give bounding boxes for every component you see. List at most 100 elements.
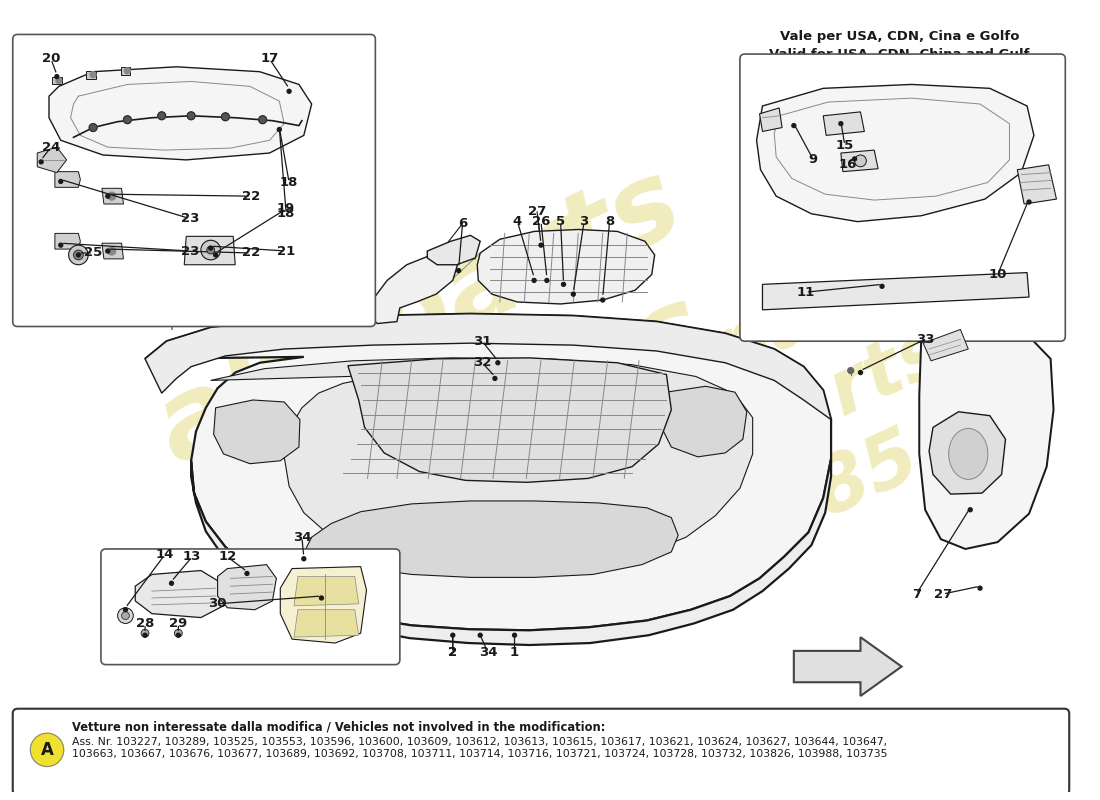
- Text: 28: 28: [136, 617, 154, 630]
- Text: alfaparts
forparts
1985: alfaparts forparts 1985: [557, 226, 1012, 613]
- Circle shape: [68, 245, 88, 265]
- Text: 19: 19: [277, 202, 295, 215]
- Circle shape: [108, 192, 115, 200]
- Circle shape: [40, 160, 43, 164]
- Circle shape: [319, 596, 323, 600]
- Circle shape: [213, 253, 218, 257]
- Text: 17: 17: [261, 53, 278, 66]
- Polygon shape: [55, 234, 80, 249]
- Circle shape: [90, 72, 96, 78]
- Circle shape: [978, 586, 982, 590]
- Circle shape: [58, 179, 63, 183]
- Circle shape: [544, 278, 549, 282]
- Circle shape: [287, 90, 292, 94]
- Text: 7: 7: [912, 587, 921, 601]
- Bar: [86, 70, 96, 78]
- Text: 3: 3: [580, 215, 588, 228]
- Circle shape: [123, 608, 128, 612]
- Polygon shape: [757, 85, 1034, 222]
- Circle shape: [855, 155, 867, 166]
- Circle shape: [176, 634, 180, 637]
- FancyBboxPatch shape: [740, 54, 1065, 341]
- Circle shape: [209, 246, 212, 250]
- Polygon shape: [762, 273, 1028, 310]
- Text: 11: 11: [796, 286, 815, 298]
- Polygon shape: [930, 412, 1005, 494]
- Text: 14: 14: [155, 548, 174, 562]
- Circle shape: [31, 734, 64, 766]
- Circle shape: [451, 634, 454, 637]
- Circle shape: [58, 243, 63, 247]
- Polygon shape: [218, 565, 276, 610]
- Text: 29: 29: [169, 617, 187, 630]
- Circle shape: [207, 246, 215, 254]
- FancyBboxPatch shape: [101, 549, 400, 665]
- Text: 8: 8: [605, 215, 614, 228]
- Circle shape: [124, 68, 130, 74]
- Polygon shape: [920, 323, 1054, 549]
- Circle shape: [141, 630, 149, 637]
- Text: alfaparts
forparts
1985: alfaparts forparts 1985: [140, 150, 802, 710]
- Circle shape: [532, 278, 536, 282]
- Circle shape: [169, 582, 174, 586]
- Circle shape: [852, 157, 857, 161]
- Circle shape: [258, 116, 266, 124]
- Text: 2: 2: [448, 646, 458, 659]
- Bar: [52, 77, 62, 85]
- Text: 13: 13: [183, 550, 201, 563]
- Circle shape: [56, 78, 62, 83]
- Circle shape: [968, 508, 972, 512]
- Text: 9: 9: [808, 154, 818, 166]
- Polygon shape: [191, 459, 832, 645]
- Circle shape: [187, 112, 195, 120]
- Polygon shape: [794, 637, 902, 696]
- Polygon shape: [759, 108, 782, 131]
- Polygon shape: [145, 314, 832, 630]
- Text: 26: 26: [531, 215, 550, 228]
- Circle shape: [858, 370, 862, 374]
- Circle shape: [1027, 200, 1031, 204]
- Polygon shape: [427, 235, 481, 265]
- Circle shape: [221, 113, 229, 121]
- Circle shape: [848, 368, 854, 374]
- Text: 4: 4: [513, 215, 522, 228]
- Polygon shape: [661, 386, 747, 457]
- Circle shape: [456, 269, 461, 273]
- Circle shape: [571, 292, 575, 296]
- Text: 22: 22: [242, 246, 260, 259]
- Text: 34: 34: [478, 646, 497, 659]
- Circle shape: [792, 124, 795, 127]
- Polygon shape: [367, 253, 459, 323]
- Circle shape: [601, 298, 605, 302]
- Text: 32: 32: [473, 356, 492, 370]
- Text: 2: 2: [448, 646, 458, 659]
- Circle shape: [880, 284, 884, 288]
- Bar: [121, 66, 130, 74]
- Text: 16: 16: [838, 158, 857, 171]
- Text: 10: 10: [989, 268, 1006, 281]
- Polygon shape: [348, 358, 671, 482]
- FancyBboxPatch shape: [13, 34, 375, 326]
- Text: 33: 33: [916, 333, 934, 346]
- Circle shape: [245, 571, 249, 575]
- Circle shape: [175, 630, 183, 637]
- Circle shape: [157, 112, 166, 120]
- Text: 24: 24: [42, 141, 60, 154]
- Polygon shape: [304, 501, 679, 578]
- Text: 25: 25: [84, 246, 102, 259]
- Text: 103663, 103667, 103676, 103677, 103689, 103692, 103708, 103711, 103714, 103716, : 103663, 103667, 103676, 103677, 103689, …: [72, 749, 887, 759]
- Circle shape: [118, 608, 133, 623]
- Circle shape: [106, 194, 110, 198]
- Text: 18: 18: [279, 176, 298, 189]
- Polygon shape: [294, 577, 359, 606]
- Polygon shape: [840, 150, 878, 172]
- Circle shape: [478, 634, 482, 637]
- Polygon shape: [102, 243, 123, 259]
- Text: 1: 1: [510, 646, 519, 659]
- Polygon shape: [280, 566, 366, 643]
- Text: - Optional -: - Optional -: [153, 317, 219, 330]
- Text: 27: 27: [528, 206, 547, 218]
- Circle shape: [76, 253, 80, 257]
- Text: 23: 23: [180, 245, 199, 258]
- Text: 27: 27: [934, 587, 952, 601]
